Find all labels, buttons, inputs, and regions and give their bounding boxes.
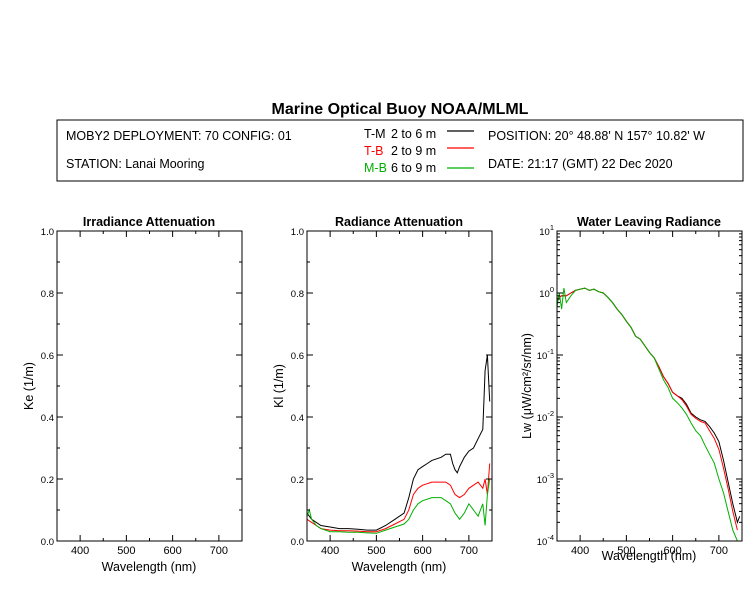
legend-range-tm: 2 to 6 m: [391, 127, 436, 141]
x-tick-label: 600: [163, 545, 181, 557]
x-tick-label: 700: [210, 545, 228, 557]
x-tick-label: 600: [413, 545, 431, 557]
x-tick-label: 700: [460, 545, 478, 557]
water-leaving-radiance-panel: Water Leaving Radiance Wavelength (nm) L…: [520, 215, 743, 563]
y-tick-label: 0.2: [291, 475, 304, 486]
series-line-m-b: [307, 478, 491, 534]
y-axis-label: Kl (1/m): [272, 364, 286, 408]
series-line-t-m: [307, 354, 491, 531]
x-axis-label: Wavelength (nm): [352, 560, 447, 574]
y-tick-label: 1.0: [291, 227, 304, 238]
panel-title: Radiance Attenuation: [335, 215, 463, 229]
y-tick-label: 0.2: [41, 475, 54, 486]
plot-frame: [556, 230, 743, 542]
date-label: DATE: 21:17 (GMT) 22 Dec 2020: [488, 157, 673, 171]
legend-item-tm: T-M 2 to 6 m: [364, 127, 474, 141]
series-line-t-m: [557, 287, 741, 524]
position-label: POSITION: 20° 48.88' N 157° 10.82' W: [488, 129, 705, 143]
irradiance-attenuation-panel: Irradiance Attenuation Wavelength (nm) K…: [22, 215, 243, 574]
x-axis-label: Wavelength (nm): [602, 549, 697, 563]
series-line-t-b: [307, 463, 491, 533]
y-tick-label: 0.4: [291, 413, 304, 424]
y-tick-label: 0.0: [291, 537, 304, 548]
legend: T-M 2 to 6 m T-B 2 to 9 m M-B 6 to 9 m: [364, 127, 474, 175]
legend-code-tb: T-B: [364, 144, 383, 158]
y-tick-label: 0.0: [41, 537, 54, 548]
legend-code-tm: T-M: [364, 127, 386, 141]
y-tick-label: 101: [539, 223, 554, 238]
legend-code-mb: M-B: [364, 161, 387, 175]
y-tick-label: 0.8: [291, 289, 304, 300]
x-tick-label: 400: [571, 545, 589, 557]
panel-title: Irradiance Attenuation: [83, 215, 215, 229]
y-tick-label: 10-3: [537, 471, 554, 486]
y-tick-label: 10-1: [537, 347, 554, 362]
y-tick-label: 1.0: [41, 227, 54, 238]
x-tick-label: 400: [321, 545, 339, 557]
y-axis-label: Ke (1/m): [22, 362, 36, 410]
x-tick-label: 500: [367, 545, 385, 557]
x-tick-label: 700: [710, 545, 728, 557]
x-tick-label: 500: [617, 545, 635, 557]
plot-frame: [56, 230, 243, 542]
radiance-attenuation-panel: Radiance Attenuation Wavelength (nm) Kl …: [272, 215, 493, 574]
y-axis-label: Lw (μW/cm²/sr/nm): [520, 333, 534, 439]
deployment-label: MOBY2 DEPLOYMENT: 70 CONFIG: 01: [66, 129, 292, 143]
legend-range-mb: 6 to 9 m: [391, 161, 436, 175]
y-tick-label: 100: [539, 285, 554, 300]
x-tick-label: 500: [117, 545, 135, 557]
series-line-m-b: [557, 287, 738, 541]
legend-item-tb: T-B 2 to 9 m: [364, 144, 474, 158]
y-tick-label: 0.6: [41, 351, 54, 362]
y-tick-label: 0.6: [291, 351, 304, 362]
x-tick-label: 600: [663, 545, 681, 557]
y-tick-label: 0.4: [41, 413, 54, 424]
x-axis-label: Wavelength (nm): [102, 560, 197, 574]
y-tick-label: 10-2: [537, 409, 554, 424]
legend-range-tb: 2 to 9 m: [391, 144, 436, 158]
info-box: [56, 119, 744, 182]
y-tick-label: 0.8: [41, 289, 54, 300]
figure-title: Marine Optical Buoy NOAA/MLML: [272, 101, 529, 118]
legend-item-mb: M-B 6 to 9 m: [364, 161, 474, 175]
station-label: STATION: Lanai Mooring: [66, 157, 205, 171]
series-line-t-b: [557, 287, 738, 531]
x-tick-label: 400: [71, 545, 89, 557]
panel-title: Water Leaving Radiance: [577, 215, 721, 229]
y-tick-label: 10-4: [537, 533, 554, 548]
